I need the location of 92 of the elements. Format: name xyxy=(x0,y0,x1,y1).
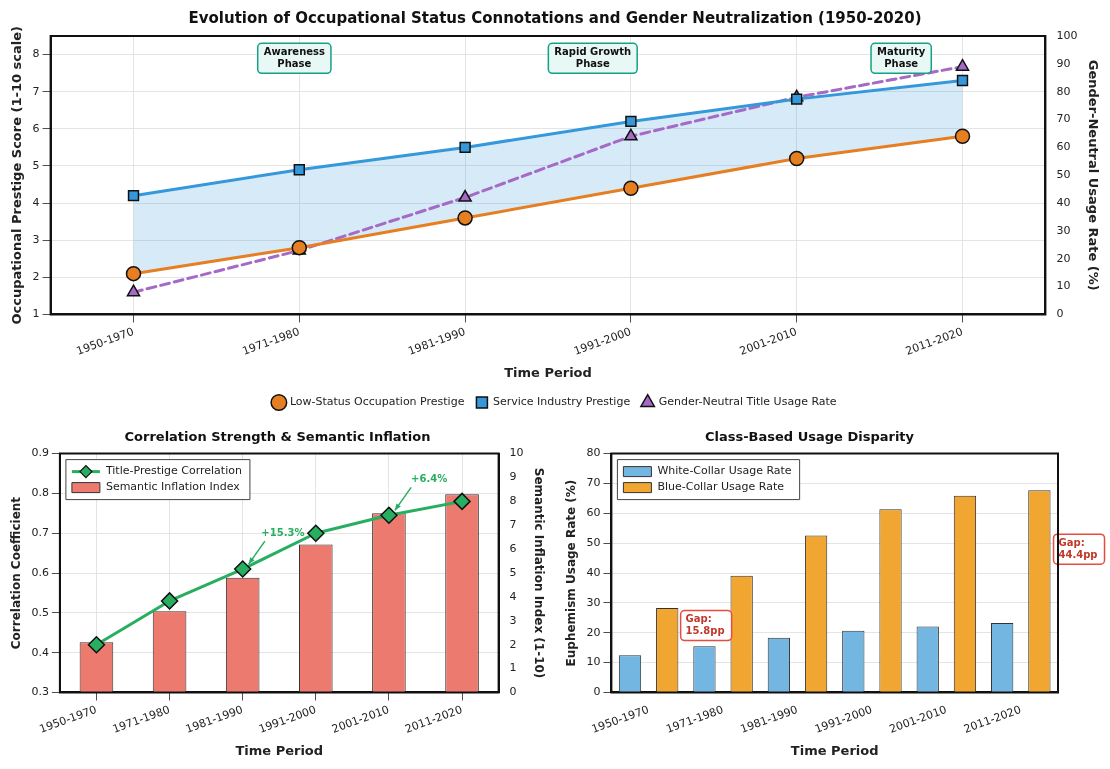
y-tick-label: 40 xyxy=(586,565,601,579)
y-tick-label: 0.6 xyxy=(31,565,49,579)
y-tick-label: 0.7 xyxy=(31,526,49,540)
point xyxy=(453,492,471,511)
y2-tick-label: 1 xyxy=(509,661,517,675)
y-tick-label: 80 xyxy=(586,446,601,460)
y-tick-label: 70 xyxy=(586,476,601,490)
point xyxy=(623,180,639,196)
legend-label: Gender-Neutral Title Usage Rate xyxy=(658,395,837,409)
y-axis-title: Occupational Prestige Score (1-10 scale) xyxy=(9,26,25,325)
annotation: +6.4% xyxy=(411,472,448,484)
y2-tick-label: 90 xyxy=(1056,56,1071,70)
point xyxy=(954,128,971,145)
annotation: Gap: 15.8pp xyxy=(685,613,725,637)
y2-tick-label: 2 xyxy=(509,637,517,651)
y2-tick-label: 20 xyxy=(1056,251,1071,265)
y-tick-label: 20 xyxy=(586,625,601,639)
annotation: Awareness Phase xyxy=(263,45,325,69)
y-axis-title: Euphemism Usage Rate (%) xyxy=(564,479,579,667)
y-tick-label: 0.3 xyxy=(31,685,49,699)
y-tick-label: 8 xyxy=(32,47,40,61)
y2-tick-label: 5 xyxy=(509,565,517,579)
text: Gap: 44.4pp xyxy=(1058,536,1098,560)
legend-label: White-Collar Usage Rate xyxy=(657,464,792,478)
y2-tick-label: 7 xyxy=(509,518,517,532)
y2-axis-title: Semantic Inflation Index (1-10) xyxy=(531,467,546,679)
point xyxy=(788,150,805,167)
y-tick-label: 0.9 xyxy=(31,446,49,460)
point xyxy=(160,592,179,610)
point xyxy=(233,560,252,578)
y2-tick-label: 70 xyxy=(1056,112,1071,126)
point xyxy=(955,58,970,71)
y-tick-label: 0 xyxy=(593,685,601,699)
legend-label: Low-Status Occupation Prestige xyxy=(289,395,465,409)
annotation: Rapid Growth Phase xyxy=(554,45,632,69)
point xyxy=(457,210,473,226)
point xyxy=(458,189,472,202)
y-tick-label: 6 xyxy=(32,121,40,135)
y2-tick-label: 0 xyxy=(1056,307,1064,321)
annotation: +15.3% xyxy=(261,526,305,538)
point xyxy=(791,93,803,105)
legend-label: Service Industry Prestige xyxy=(492,395,631,409)
y2-tick-label: 10 xyxy=(509,446,524,460)
y-tick-label: 4 xyxy=(32,195,40,209)
y2-tick-label: 60 xyxy=(1056,140,1071,154)
y2-tick-label: 9 xyxy=(509,470,517,484)
y2-tick-label: 50 xyxy=(1056,168,1071,182)
y-tick-label: 30 xyxy=(586,595,601,609)
y2-tick-label: 0 xyxy=(509,685,517,699)
point xyxy=(126,284,141,297)
y-tick-label: 5 xyxy=(32,158,40,172)
y-axis-title: Correlation Coefficient xyxy=(9,496,24,650)
point xyxy=(125,265,142,282)
x-axis-title: Time Period xyxy=(790,742,879,758)
point xyxy=(87,635,106,654)
legend-label: Semantic Inflation Index xyxy=(105,480,241,494)
chart-title: Class-Based Usage Disparity xyxy=(704,429,915,445)
y-tick-label: 50 xyxy=(586,536,601,550)
y-tick-label: 0.5 xyxy=(31,605,49,619)
y2-tick-label: 40 xyxy=(1056,195,1071,209)
point xyxy=(624,128,638,141)
chart-title: Evolution of Occupational Status Connotations and Gender Neutralization (1950-2020) xyxy=(188,8,922,27)
y2-tick-label: 100 xyxy=(1056,28,1078,42)
y-tick-label: 7 xyxy=(32,84,40,98)
y-tick-label: 60 xyxy=(586,506,601,520)
y-tick-label: 2 xyxy=(32,270,40,284)
y2-tick-label: 3 xyxy=(509,613,517,627)
point xyxy=(380,506,398,525)
y2-tick-label: 30 xyxy=(1056,223,1071,237)
x-axis-title: Time Period xyxy=(504,364,592,380)
point xyxy=(307,524,325,542)
point xyxy=(956,74,969,87)
y-tick-label: 0.4 xyxy=(31,645,49,659)
point xyxy=(127,189,140,202)
legend-label: Blue-Collar Usage Rate xyxy=(657,480,785,494)
y2-axis-title: Gender-Neutral Usage Rate (%) xyxy=(1085,59,1101,291)
y2-tick-label: 4 xyxy=(509,589,517,603)
y-tick-label: 0.8 xyxy=(31,486,49,500)
legend-label: Title-Prestige Correlation xyxy=(104,464,242,478)
point xyxy=(625,115,637,128)
y2-tick-label: 6 xyxy=(509,542,517,556)
y-tick-label: 3 xyxy=(32,233,40,247)
point xyxy=(459,141,471,154)
point xyxy=(293,163,305,176)
annotation: Maturity Phase xyxy=(877,45,926,69)
y2-tick-label: 80 xyxy=(1056,84,1071,98)
y-tick-label: 1 xyxy=(32,307,40,321)
x-axis-title: Time Period xyxy=(235,742,324,758)
y2-tick-label: 10 xyxy=(1056,279,1071,293)
y-tick-label: 10 xyxy=(586,655,601,669)
y2-tick-label: 8 xyxy=(509,494,517,508)
chart-title: Correlation Strength & Semantic Inflation xyxy=(124,429,431,445)
